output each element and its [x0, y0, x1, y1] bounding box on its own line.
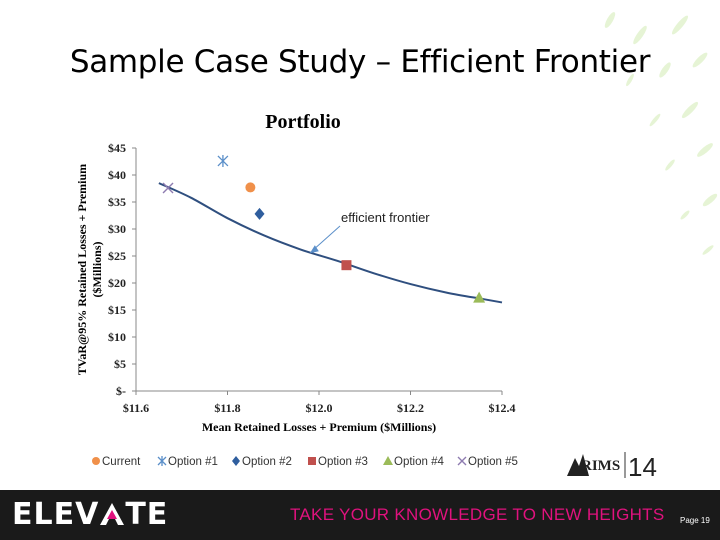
legend-label-option-4: Option #4: [394, 456, 444, 468]
frontier-layer: efficient frontier: [158, 182, 503, 304]
y-tick-label: $45: [108, 141, 126, 155]
footer-tagline: TAKE YOUR KNOWLEDGE TO NEW HEIGHTS: [290, 505, 665, 524]
rims-year: 14: [628, 452, 657, 482]
brand-a-icon: [99, 499, 125, 525]
efficient-frontier-line: [158, 182, 503, 304]
chart-axes: $- $5 $10 $15 $20 $25 $30 $35 $40 $45 $11.6 $11.8 $1…: [75, 141, 516, 434]
legend-label-option-5: Option #5: [468, 456, 518, 468]
point-current: [245, 182, 256, 193]
x-axis-label: Mean Retained Losses + Premium ($Million…: [202, 420, 436, 434]
legend-label-option-3: Option #3: [318, 456, 368, 468]
annotation-arrowhead: [309, 245, 319, 254]
decorative-leaf-pattern: [604, 12, 718, 255]
legend-label-option-1: Option #1: [168, 456, 218, 468]
legend-marker-option-1: [157, 456, 167, 466]
x-tick-label: $11.6: [123, 401, 149, 415]
y-tick-label: $25: [108, 249, 126, 263]
legend-marker-option-5: [457, 456, 467, 466]
efficient-frontier-chart: Portfolio $- $5 $10 $15 $20 $25 $30 $35 $40 $45 $1…: [75, 111, 518, 468]
x-tick-label: $11.8: [214, 401, 240, 415]
page-number: Page 19: [680, 516, 710, 525]
y-tick-label: $-: [116, 384, 126, 398]
x-tick-label: $12.2: [397, 401, 424, 415]
chart-title: Portfolio: [265, 111, 341, 133]
point-option-5: [162, 182, 174, 194]
point-option-3: [341, 260, 352, 271]
y-tick-label: $20: [108, 276, 126, 290]
legend-marker-option-3: [308, 457, 316, 465]
y-axis-label: TVaR@95% Retained Losses + Premium($Mill…: [75, 164, 104, 375]
legend-marker-current: [92, 457, 100, 465]
point-option-2: [254, 207, 265, 220]
legend-label-option-2: Option #2: [242, 456, 292, 468]
annotation-label: efficient frontier: [341, 210, 430, 225]
elevate-logo: ELEV TE: [12, 497, 168, 532]
footer-bar: [0, 490, 720, 540]
rims-logo: RIMS 14: [567, 452, 657, 482]
x-tick-label: $12.0: [306, 401, 333, 415]
y-tick-label: $30: [108, 222, 126, 236]
point-option-1: [217, 154, 229, 167]
legend-marker-option-2: [232, 456, 240, 466]
y-tick-label: $40: [108, 168, 126, 182]
annotation-arrow: [312, 225, 341, 251]
x-tick-label: $12.4: [489, 401, 516, 415]
y-tick-label: $10: [108, 330, 126, 344]
markers-layer: [162, 154, 486, 303]
rims-logo-text: RIMS: [581, 458, 620, 474]
slide-title: Sample Case Study – Efficient Frontier: [69, 44, 651, 80]
y-tick-label: $35: [108, 195, 126, 209]
y-tick-label: $15: [108, 303, 126, 317]
chart-legend: Current Option #1 Option #2 Option #3 Option…: [92, 456, 518, 468]
brand-prefix: ELEV: [12, 497, 100, 532]
point-option-4: [473, 291, 486, 303]
legend-marker-option-4: [383, 456, 393, 465]
y-tick-label: $5: [114, 357, 126, 371]
legend-label-current: Current: [102, 456, 141, 468]
brand-suffix: TE: [125, 497, 169, 532]
